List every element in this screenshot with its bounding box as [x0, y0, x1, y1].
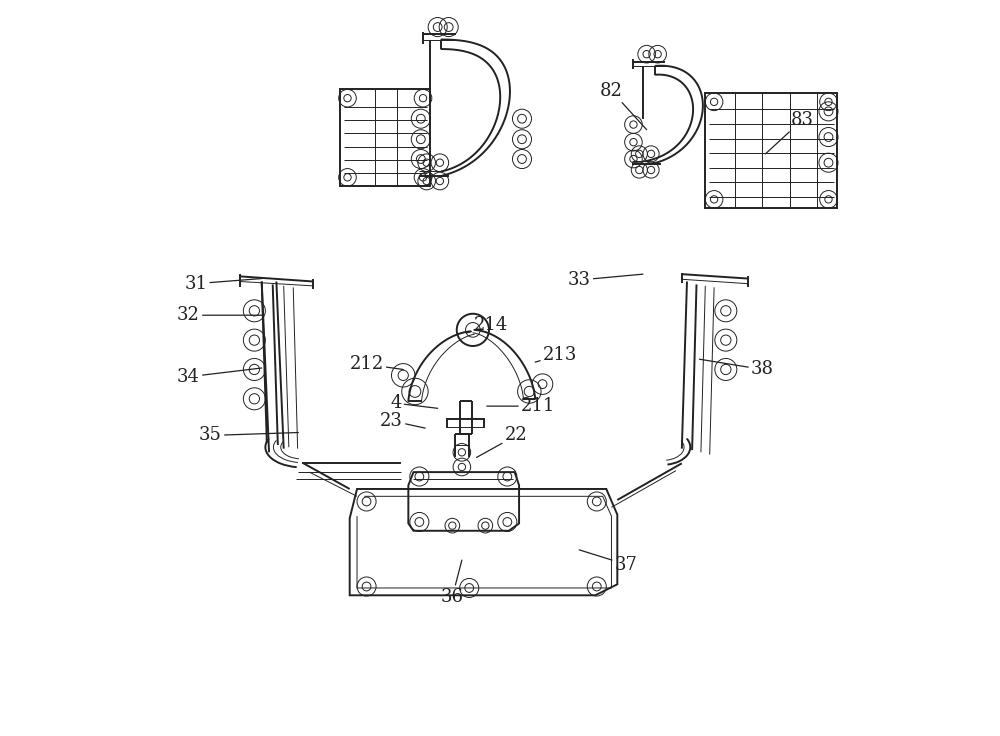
Text: 36: 36 [441, 560, 464, 606]
Text: 211: 211 [487, 397, 555, 415]
Text: 33: 33 [568, 271, 643, 289]
Text: 35: 35 [199, 426, 298, 445]
Text: 37: 37 [579, 550, 638, 573]
Text: 212: 212 [349, 355, 403, 373]
Text: 82: 82 [600, 82, 647, 130]
Text: 32: 32 [177, 306, 262, 325]
Text: 38: 38 [699, 359, 774, 378]
Text: 4: 4 [390, 394, 438, 412]
Text: 213: 213 [535, 346, 577, 364]
Text: 34: 34 [177, 368, 262, 386]
Text: 214: 214 [467, 316, 508, 334]
Text: 83: 83 [765, 111, 814, 154]
Text: 31: 31 [184, 275, 262, 293]
Text: 23: 23 [380, 412, 425, 430]
Text: 22: 22 [477, 426, 528, 458]
